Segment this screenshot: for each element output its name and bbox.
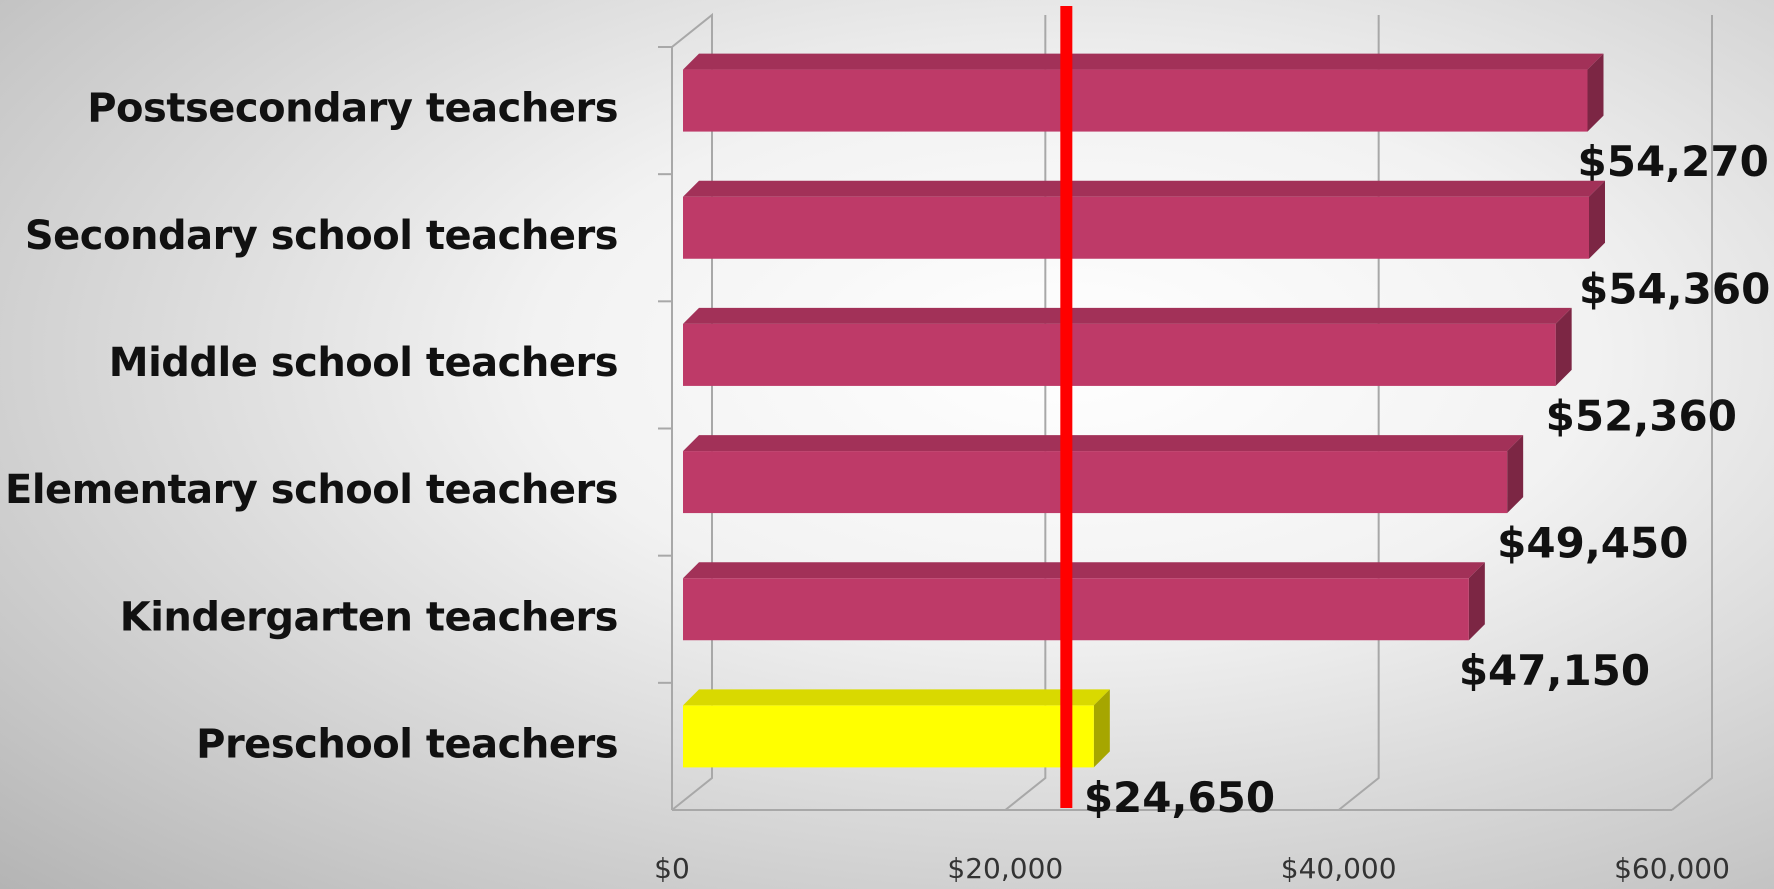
x-tick-label: $0 (654, 852, 690, 885)
category-label: Preschool teachers (196, 721, 618, 767)
category-label: Kindergarten teachers (120, 594, 618, 640)
category-label: Secondary school teachers (25, 213, 618, 259)
bar-top (683, 307, 1572, 324)
category-label: Middle school teachers (109, 340, 618, 386)
value-label: $54,270 (1578, 137, 1769, 186)
value-label: $47,150 (1459, 646, 1650, 695)
bar-side (1468, 562, 1485, 641)
bar-side (1507, 435, 1524, 514)
x-tick-label: $40,000 (1281, 852, 1397, 885)
bar (683, 69, 1588, 132)
bar-top (683, 689, 1110, 706)
bar (683, 323, 1556, 386)
bar-top (683, 180, 1605, 197)
category-label: Postsecondary teachers (87, 86, 618, 132)
bar (683, 578, 1469, 641)
x-tick-label: $60,000 (1614, 852, 1730, 885)
bar-side (1587, 53, 1604, 132)
bar-side (1093, 689, 1110, 768)
grid-line (1004, 15, 1047, 811)
value-label: $49,450 (1497, 519, 1688, 568)
x-tick-label: $20,000 (947, 852, 1063, 885)
bar-top (683, 435, 1524, 452)
bar-side (1555, 307, 1572, 386)
bar (683, 196, 1589, 259)
bar-side (1589, 180, 1605, 259)
bar (683, 705, 1094, 768)
bar-top (683, 53, 1604, 70)
grid-line (1338, 15, 1380, 811)
value-label: $54,360 (1579, 264, 1770, 313)
category-label: Elementary school teachers (5, 467, 618, 513)
value-label: $24,650 (1084, 773, 1275, 822)
grid-line (671, 15, 713, 811)
bar (683, 451, 1508, 514)
bar-top (683, 562, 1485, 579)
grid-line (1671, 15, 1713, 811)
value-label: $52,360 (1546, 391, 1737, 440)
